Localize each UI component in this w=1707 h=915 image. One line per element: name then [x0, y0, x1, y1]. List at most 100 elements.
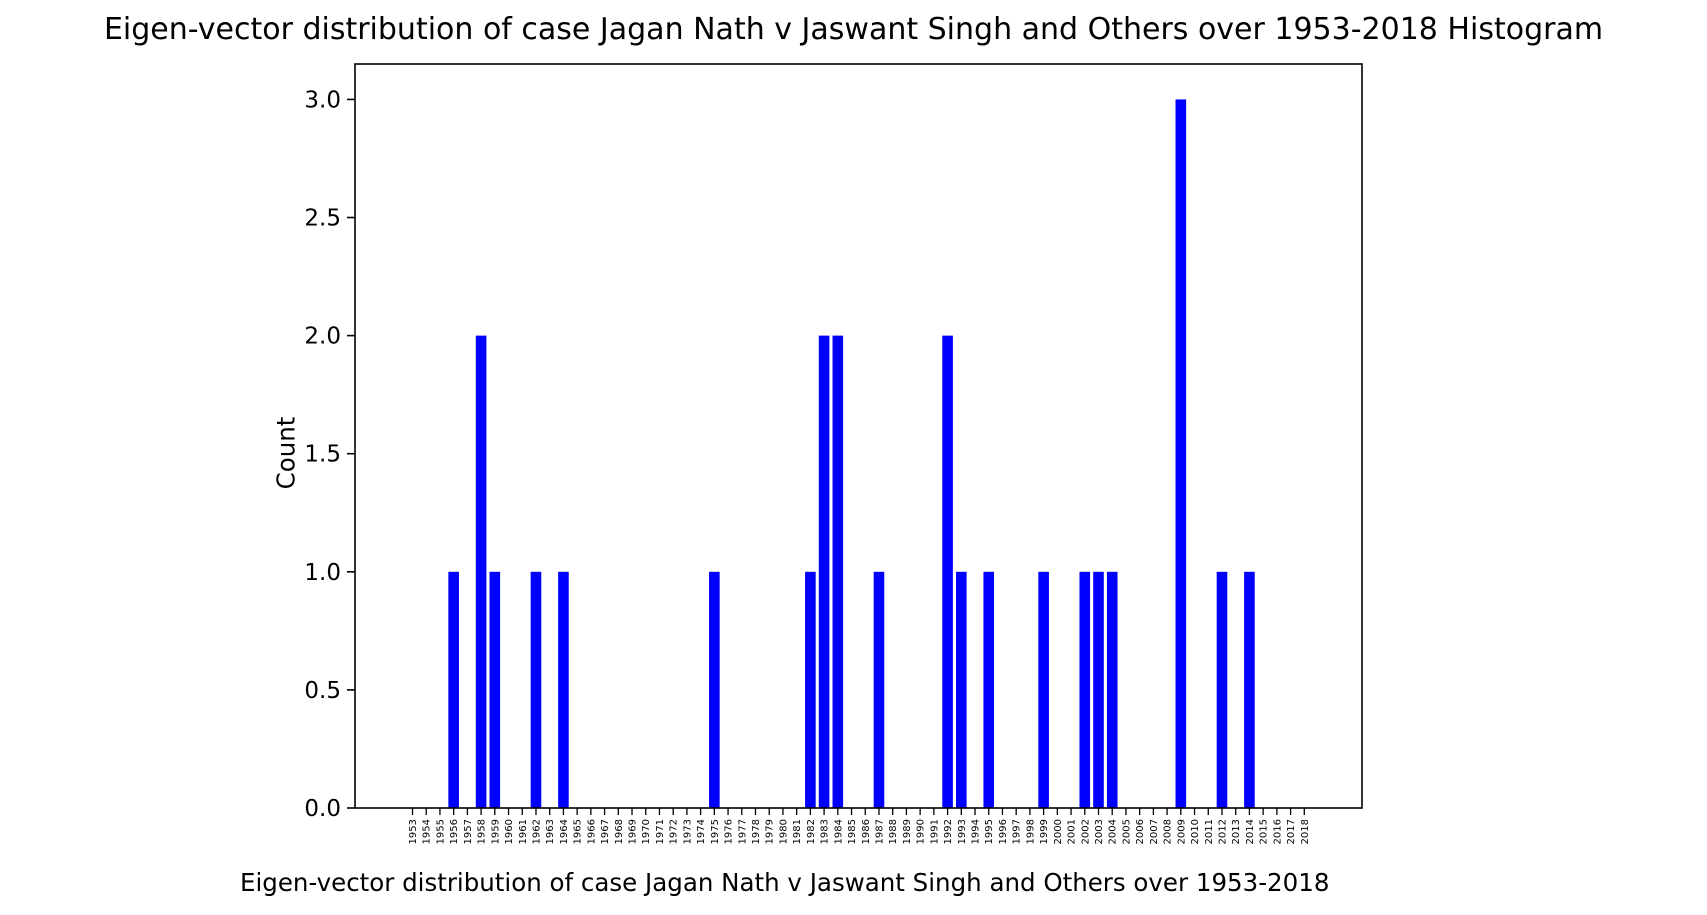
- bar-1993: [956, 571, 967, 808]
- bar-2003: [1093, 571, 1104, 808]
- x-tick-label-1981: 1981: [792, 819, 803, 844]
- x-tick-label-2014: 2014: [1245, 819, 1256, 844]
- x-tick-label-2006: 2006: [1135, 819, 1146, 844]
- bars-group: [448, 99, 1255, 808]
- x-tick-label-2002: 2002: [1080, 819, 1091, 844]
- x-tick-label-1966: 1966: [586, 819, 597, 844]
- x-tick-label-1958: 1958: [477, 819, 488, 844]
- x-tick-label-1992: 1992: [943, 819, 954, 844]
- x-tick-label-1978: 1978: [751, 819, 762, 844]
- x-tick-label-2005: 2005: [1121, 819, 1132, 844]
- x-tick-label-2015: 2015: [1259, 819, 1270, 844]
- bar-2012: [1216, 571, 1228, 808]
- x-tick-label-1954: 1954: [422, 819, 433, 844]
- x-tick-label-2007: 2007: [1149, 819, 1160, 844]
- x-tick-label-1962: 1962: [531, 819, 542, 844]
- bar-1984: [832, 335, 844, 808]
- x-tick-label-1964: 1964: [559, 819, 570, 844]
- x-tick-label-2001: 2001: [1067, 819, 1078, 844]
- x-tick-label-1988: 1988: [888, 819, 899, 844]
- x-tick-label-1983: 1983: [820, 819, 831, 844]
- x-axis-label: Eigen-vector distribution of case Jagan …: [240, 868, 1330, 897]
- x-tick-label-1993: 1993: [957, 819, 968, 844]
- x-tick-label-1987: 1987: [874, 819, 885, 844]
- x-tick-label-2012: 2012: [1217, 819, 1228, 844]
- x-tick-label-2003: 2003: [1094, 819, 1105, 844]
- bar-2004: [1106, 571, 1118, 808]
- x-tick-label-1963: 1963: [545, 819, 556, 844]
- x-tick-label-1974: 1974: [696, 819, 707, 844]
- x-tick-label-1969: 1969: [628, 819, 639, 844]
- bar-1995: [983, 571, 995, 808]
- x-tick-label-1979: 1979: [765, 819, 776, 844]
- x-tick-label-2016: 2016: [1272, 819, 1283, 844]
- bar-1975: [709, 571, 720, 808]
- x-tick-label-1997: 1997: [1012, 819, 1023, 844]
- x-tick-label-1957: 1957: [463, 819, 474, 844]
- bar-1964: [558, 571, 569, 808]
- x-tick-label-1990: 1990: [916, 819, 927, 844]
- x-tick-label-2010: 2010: [1190, 819, 1201, 844]
- y-tick-label: 2.0: [304, 324, 341, 350]
- chart-title: Eigen-vector distribution of case Jagan …: [103, 12, 1604, 47]
- x-tick-label-1989: 1989: [902, 819, 913, 844]
- y-tick-label: 1.5: [304, 442, 341, 468]
- bar-1959: [489, 571, 501, 808]
- bar-1983: [818, 335, 830, 808]
- y-tick-label: 3.0: [304, 87, 341, 113]
- x-tick-label-2000: 2000: [1053, 819, 1064, 844]
- x-tick-label-1976: 1976: [724, 819, 735, 844]
- y-tick-label: 2.5: [304, 206, 341, 232]
- bar-1982: [805, 571, 816, 808]
- bar-2002: [1079, 571, 1091, 808]
- y-tick-label: 0.0: [304, 796, 341, 822]
- x-tick-label-1980: 1980: [778, 819, 789, 844]
- x-tick-label-2009: 2009: [1176, 819, 1187, 844]
- x-tick-label-1996: 1996: [998, 819, 1009, 844]
- x-tick-label-1986: 1986: [861, 819, 872, 844]
- x-tick-label-2011: 2011: [1204, 819, 1215, 844]
- x-tick-label-1970: 1970: [641, 819, 652, 844]
- x-tick-label-1994: 1994: [971, 819, 982, 844]
- x-tick-label-2004: 2004: [1108, 819, 1119, 844]
- x-tick-label-1956: 1956: [449, 819, 460, 844]
- x-tick-label-1984: 1984: [833, 819, 844, 844]
- x-tick-label-2008: 2008: [1163, 819, 1174, 844]
- x-tick-label-1961: 1961: [518, 819, 529, 844]
- x-tick-label-1965: 1965: [573, 819, 584, 844]
- x-tick-label-1967: 1967: [600, 819, 611, 844]
- bar-2014: [1244, 571, 1255, 808]
- plot-frame: [354, 63, 1363, 809]
- bar-1962: [530, 571, 542, 808]
- x-tick-label-1953: 1953: [408, 819, 419, 844]
- bar-1992: [942, 335, 953, 808]
- y-tick-label: 1.0: [304, 560, 341, 586]
- x-tick-label-1999: 1999: [1039, 819, 1050, 844]
- x-tick-label-1977: 1977: [737, 819, 748, 844]
- x-tick-label-1991: 1991: [929, 819, 940, 844]
- x-tick-label-1959: 1959: [490, 819, 501, 844]
- x-tick-label-1985: 1985: [847, 819, 858, 844]
- x-tick-label-1972: 1972: [669, 819, 680, 844]
- x-tick-label-2013: 2013: [1231, 819, 1242, 844]
- x-tick-label-1960: 1960: [504, 819, 515, 844]
- bar-2009: [1175, 99, 1187, 808]
- bar-1958: [475, 335, 487, 808]
- y-tick-label: 0.5: [304, 678, 341, 704]
- x-axis: 1953 1954 1955 1956 1957 1958 1959 1960 1961 1962…: [408, 808, 1311, 844]
- y-axis-label: Count: [271, 416, 301, 490]
- x-tick-label-1973: 1973: [682, 819, 693, 844]
- x-tick-label-2017: 2017: [1286, 819, 1297, 844]
- x-tick-label-1975: 1975: [710, 819, 721, 844]
- bar-1956: [448, 571, 459, 808]
- x-tick-label-1968: 1968: [614, 819, 625, 844]
- bar-1999: [1038, 571, 1049, 808]
- x-tick-label-1971: 1971: [655, 819, 666, 844]
- x-tick-label-1995: 1995: [984, 819, 995, 844]
- x-tick-label-1955: 1955: [435, 819, 446, 844]
- x-tick-label-1998: 1998: [1025, 819, 1036, 844]
- bar-1987: [873, 571, 885, 808]
- y-axis: 0.0 0.5 1.0 1.5 2.0 2.5 3.0: [304, 87, 355, 822]
- x-tick-label-2018: 2018: [1300, 819, 1311, 844]
